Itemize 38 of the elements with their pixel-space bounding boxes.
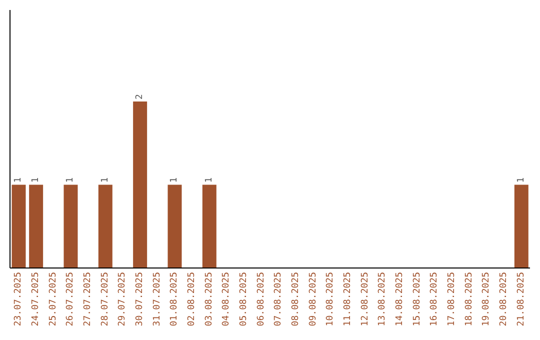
x-tick-label: 08.08.2025	[291, 272, 301, 326]
x-tick-label: 27.07.2025	[83, 272, 93, 326]
data-label: 2	[135, 94, 146, 100]
x-tick-label: 28.07.2025	[100, 272, 110, 326]
x-tick-label: 29.07.2025	[118, 272, 128, 326]
x-tick-label: 02.08.2025	[187, 272, 197, 326]
x-tick-label: 06.08.2025	[256, 272, 266, 326]
data-label: 1	[66, 177, 76, 183]
data-label: 1	[516, 177, 526, 183]
x-tick-label: 14.08.2025	[395, 272, 405, 326]
x-tick-label: 31.07.2025	[152, 272, 162, 326]
x-tick-label: 10.08.2025	[326, 272, 336, 326]
x-tick-label: 15.08.2025	[412, 272, 422, 326]
x-tick-label: 21.08.2025	[516, 272, 526, 326]
x-tick-label: 13.08.2025	[378, 272, 388, 326]
data-label: 1	[100, 177, 110, 183]
data-label: 1	[204, 177, 214, 183]
x-tick-label: 25.07.2025	[48, 272, 58, 326]
data-label: 1	[31, 177, 42, 183]
x-tick-label: 19.08.2025	[482, 272, 492, 326]
x-tick-label: 24.07.2025	[31, 272, 41, 326]
x-tick-label: 11.08.2025	[343, 272, 353, 326]
x-tick-label: 17.08.2025	[447, 272, 457, 326]
x-tick-label: 18.08.2025	[464, 272, 474, 326]
x-tick-label: 16.08.2025	[430, 272, 440, 326]
data-label: 1	[14, 177, 24, 183]
x-tick-label: 03.08.2025	[204, 272, 214, 326]
x-tick-label: 05.08.2025	[239, 272, 249, 326]
x-tick-label: 04.08.2025	[222, 272, 232, 326]
x-tick-label: 01.08.2025	[170, 272, 180, 326]
x-tick-label: 20.08.2025	[499, 272, 509, 326]
x-tick-label: 07.08.2025	[274, 272, 284, 326]
x-tick-label: 23.07.2025	[14, 272, 24, 326]
x-tick-label: 12.08.2025	[360, 272, 370, 326]
data-label: 1	[170, 177, 180, 183]
x-tick-label: 30.07.2025	[135, 272, 145, 326]
x-tick-label: 09.08.2025	[308, 272, 318, 326]
x-tick-label: 26.07.2025	[66, 272, 76, 326]
